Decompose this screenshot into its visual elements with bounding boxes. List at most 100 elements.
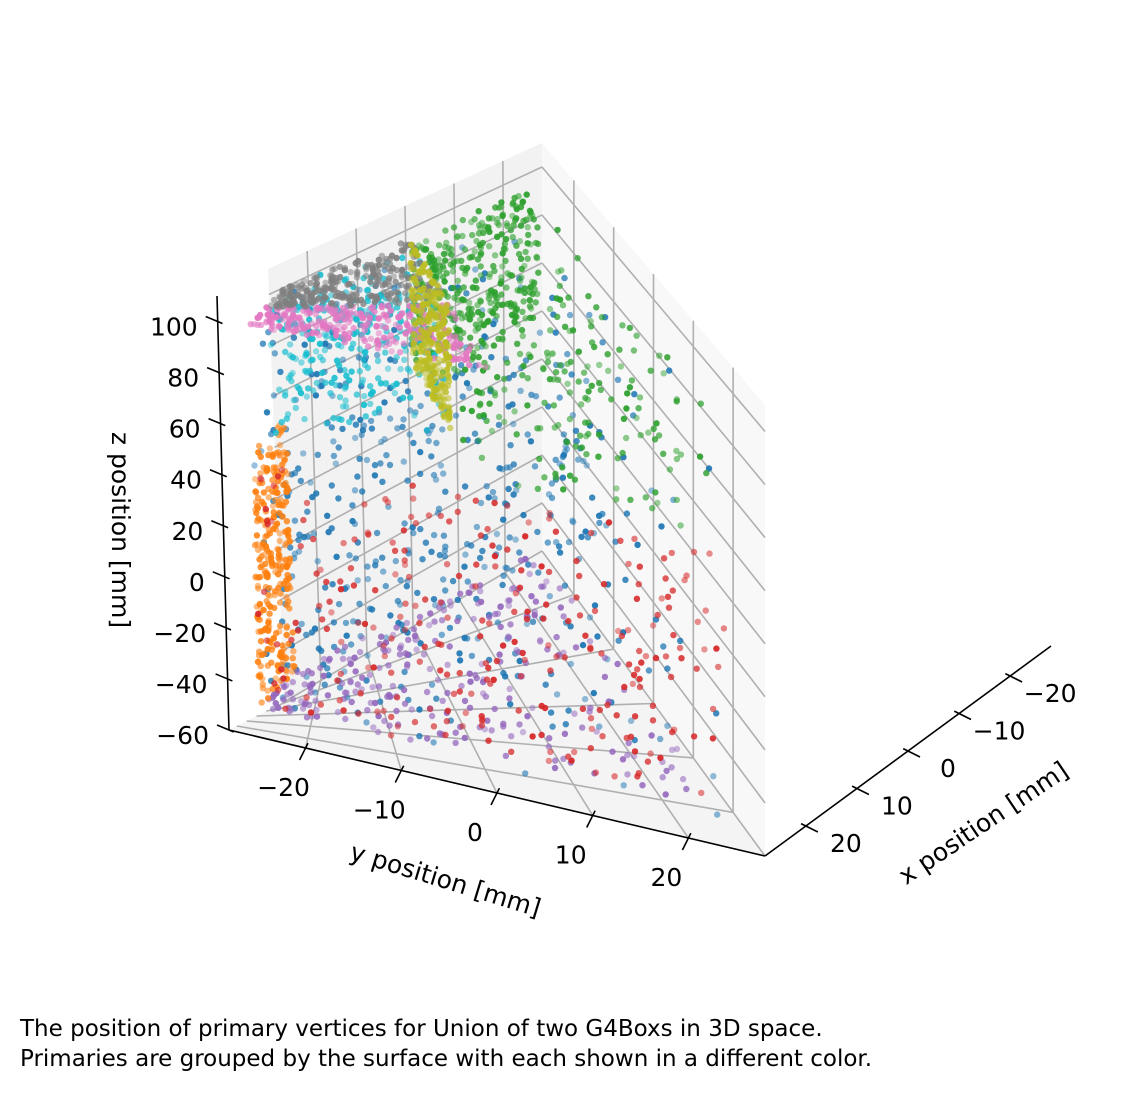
data-point — [394, 721, 402, 728]
data-point — [411, 297, 418, 304]
data-point — [257, 311, 264, 319]
data-point — [544, 353, 552, 360]
caption-line-2: Primaries are grouped by the surface wit… — [20, 1046, 873, 1072]
data-point — [520, 298, 527, 305]
data-point — [486, 243, 493, 250]
data-point — [336, 263, 344, 270]
data-point — [649, 702, 657, 709]
data-point — [521, 285, 529, 292]
data-point — [313, 706, 320, 714]
data-point — [265, 494, 272, 501]
data-point — [470, 615, 477, 623]
data-point — [388, 713, 395, 721]
data-point — [431, 355, 438, 362]
data-point — [412, 250, 419, 257]
data-point — [510, 461, 517, 468]
data-point — [670, 726, 678, 733]
data-point — [320, 672, 327, 679]
data-point — [482, 223, 489, 230]
data-point — [450, 284, 457, 292]
data-point — [596, 723, 603, 730]
data-point — [509, 199, 517, 207]
data-point — [541, 704, 549, 712]
data-point — [401, 547, 408, 554]
data-point — [488, 427, 496, 435]
data-point — [301, 701, 308, 708]
data-point — [257, 662, 264, 670]
data-point — [302, 352, 309, 360]
data-point — [504, 546, 511, 553]
data-point — [561, 582, 569, 589]
data-point — [272, 675, 279, 682]
data-point — [547, 327, 554, 334]
data-point — [368, 425, 376, 432]
data-point — [445, 377, 452, 384]
data-point — [445, 395, 452, 402]
data-point — [573, 594, 580, 601]
data-point — [480, 690, 487, 697]
data-point — [330, 438, 337, 445]
data-point — [306, 316, 313, 323]
data-point — [264, 687, 271, 694]
data-point — [461, 697, 469, 705]
data-point — [351, 487, 359, 494]
data-point — [449, 268, 457, 275]
data-point — [274, 478, 282, 485]
data-point — [554, 226, 561, 234]
data-point — [535, 569, 542, 576]
data-point — [423, 426, 431, 434]
data-point — [270, 482, 277, 489]
data-point — [526, 570, 533, 578]
data-point — [494, 295, 501, 302]
z-tick-label: 100 — [150, 313, 198, 342]
data-point — [262, 625, 269, 633]
data-point — [588, 382, 595, 389]
data-point — [519, 199, 526, 206]
data-point — [483, 483, 490, 490]
data-point — [522, 533, 529, 540]
data-point — [255, 442, 263, 450]
data-point — [436, 730, 443, 737]
data-point — [319, 357, 326, 364]
data-point — [625, 739, 632, 747]
data-point — [375, 262, 383, 269]
data-point — [365, 318, 372, 325]
data-point — [645, 667, 653, 674]
data-point — [579, 724, 586, 731]
data-point — [353, 310, 360, 317]
data-point — [506, 534, 513, 541]
data-point — [521, 262, 528, 270]
data-point — [530, 562, 537, 569]
data-point — [354, 257, 362, 265]
data-point — [545, 568, 553, 576]
data-point — [350, 582, 358, 589]
data-point — [308, 670, 315, 677]
data-point — [381, 399, 388, 406]
data-point — [409, 286, 416, 293]
data-point — [519, 728, 527, 736]
data-point — [365, 343, 372, 350]
data-point — [460, 436, 467, 444]
data-point — [566, 472, 574, 479]
data-point — [497, 623, 504, 631]
data-point — [457, 362, 465, 369]
data-point — [595, 453, 602, 460]
data-point — [673, 496, 680, 504]
data-point — [316, 340, 324, 347]
data-point — [276, 622, 284, 630]
data-point — [561, 274, 568, 282]
data-point — [509, 401, 516, 408]
gridline-wall-y — [453, 183, 460, 600]
data-point — [459, 296, 466, 303]
data-point — [347, 269, 354, 276]
data-point — [538, 731, 545, 739]
data-point — [411, 246, 418, 253]
data-point — [387, 290, 395, 297]
data-point — [404, 388, 412, 395]
data-point — [569, 327, 577, 334]
data-point — [286, 316, 293, 323]
data-point — [337, 670, 344, 678]
data-point — [525, 231, 532, 239]
data-point — [281, 456, 288, 463]
data-point — [415, 344, 423, 351]
